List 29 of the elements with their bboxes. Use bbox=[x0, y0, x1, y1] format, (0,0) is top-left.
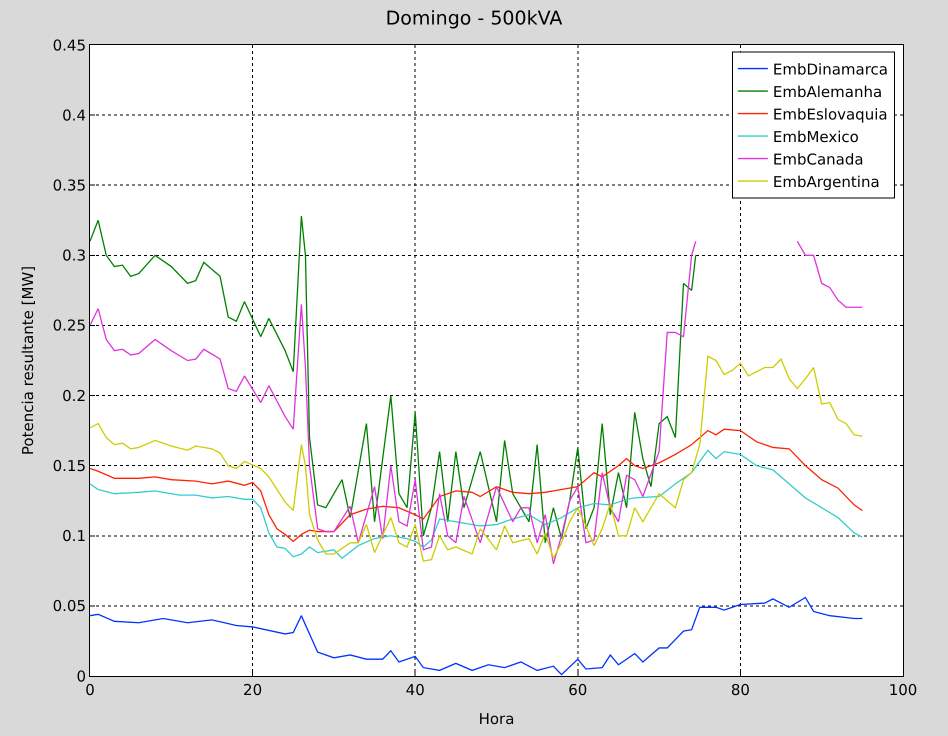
y-tick-label: 0.2 bbox=[62, 386, 86, 405]
legend-label: EmbArgentina bbox=[772, 172, 880, 191]
y-tick-label: 0.05 bbox=[52, 597, 86, 616]
x-tick-label: 80 bbox=[730, 681, 750, 699]
y-tick-label: 0.45 bbox=[52, 36, 86, 54]
legend-label: EmbAlemanha bbox=[772, 82, 882, 101]
legend-label: EmbEslovaquia bbox=[772, 105, 888, 124]
x-tick-label: 20 bbox=[243, 681, 262, 699]
line-series bbox=[90, 596, 863, 676]
y-tick-label: 0.3 bbox=[62, 246, 86, 265]
line-series bbox=[90, 356, 863, 562]
y-tick-label: 0.35 bbox=[52, 176, 86, 194]
legend-label: EmbDinamarca bbox=[772, 60, 888, 78]
x-tick-label: 60 bbox=[568, 681, 588, 699]
chart-title: Domingo - 500kVA bbox=[386, 7, 562, 30]
y-tick-label: 0 bbox=[76, 667, 86, 686]
legend-label: EmbCanada bbox=[772, 150, 864, 168]
x-tick-label: 100 bbox=[888, 681, 918, 699]
legend-label: EmbMexico bbox=[772, 128, 859, 146]
y-tick-label: 0.4 bbox=[62, 106, 86, 124]
x-axis-title: Hora bbox=[478, 710, 514, 728]
y-tick-label: 0.15 bbox=[52, 456, 86, 475]
x-tick-label: 40 bbox=[406, 681, 425, 699]
y-axis-title: Potencia resultante [MW] bbox=[18, 266, 37, 456]
y-tick-label: 0.25 bbox=[52, 316, 86, 335]
line-series bbox=[90, 428, 863, 542]
line-series bbox=[90, 450, 863, 559]
y-tick-label: 0.1 bbox=[62, 527, 86, 546]
line-series bbox=[90, 215, 696, 544]
